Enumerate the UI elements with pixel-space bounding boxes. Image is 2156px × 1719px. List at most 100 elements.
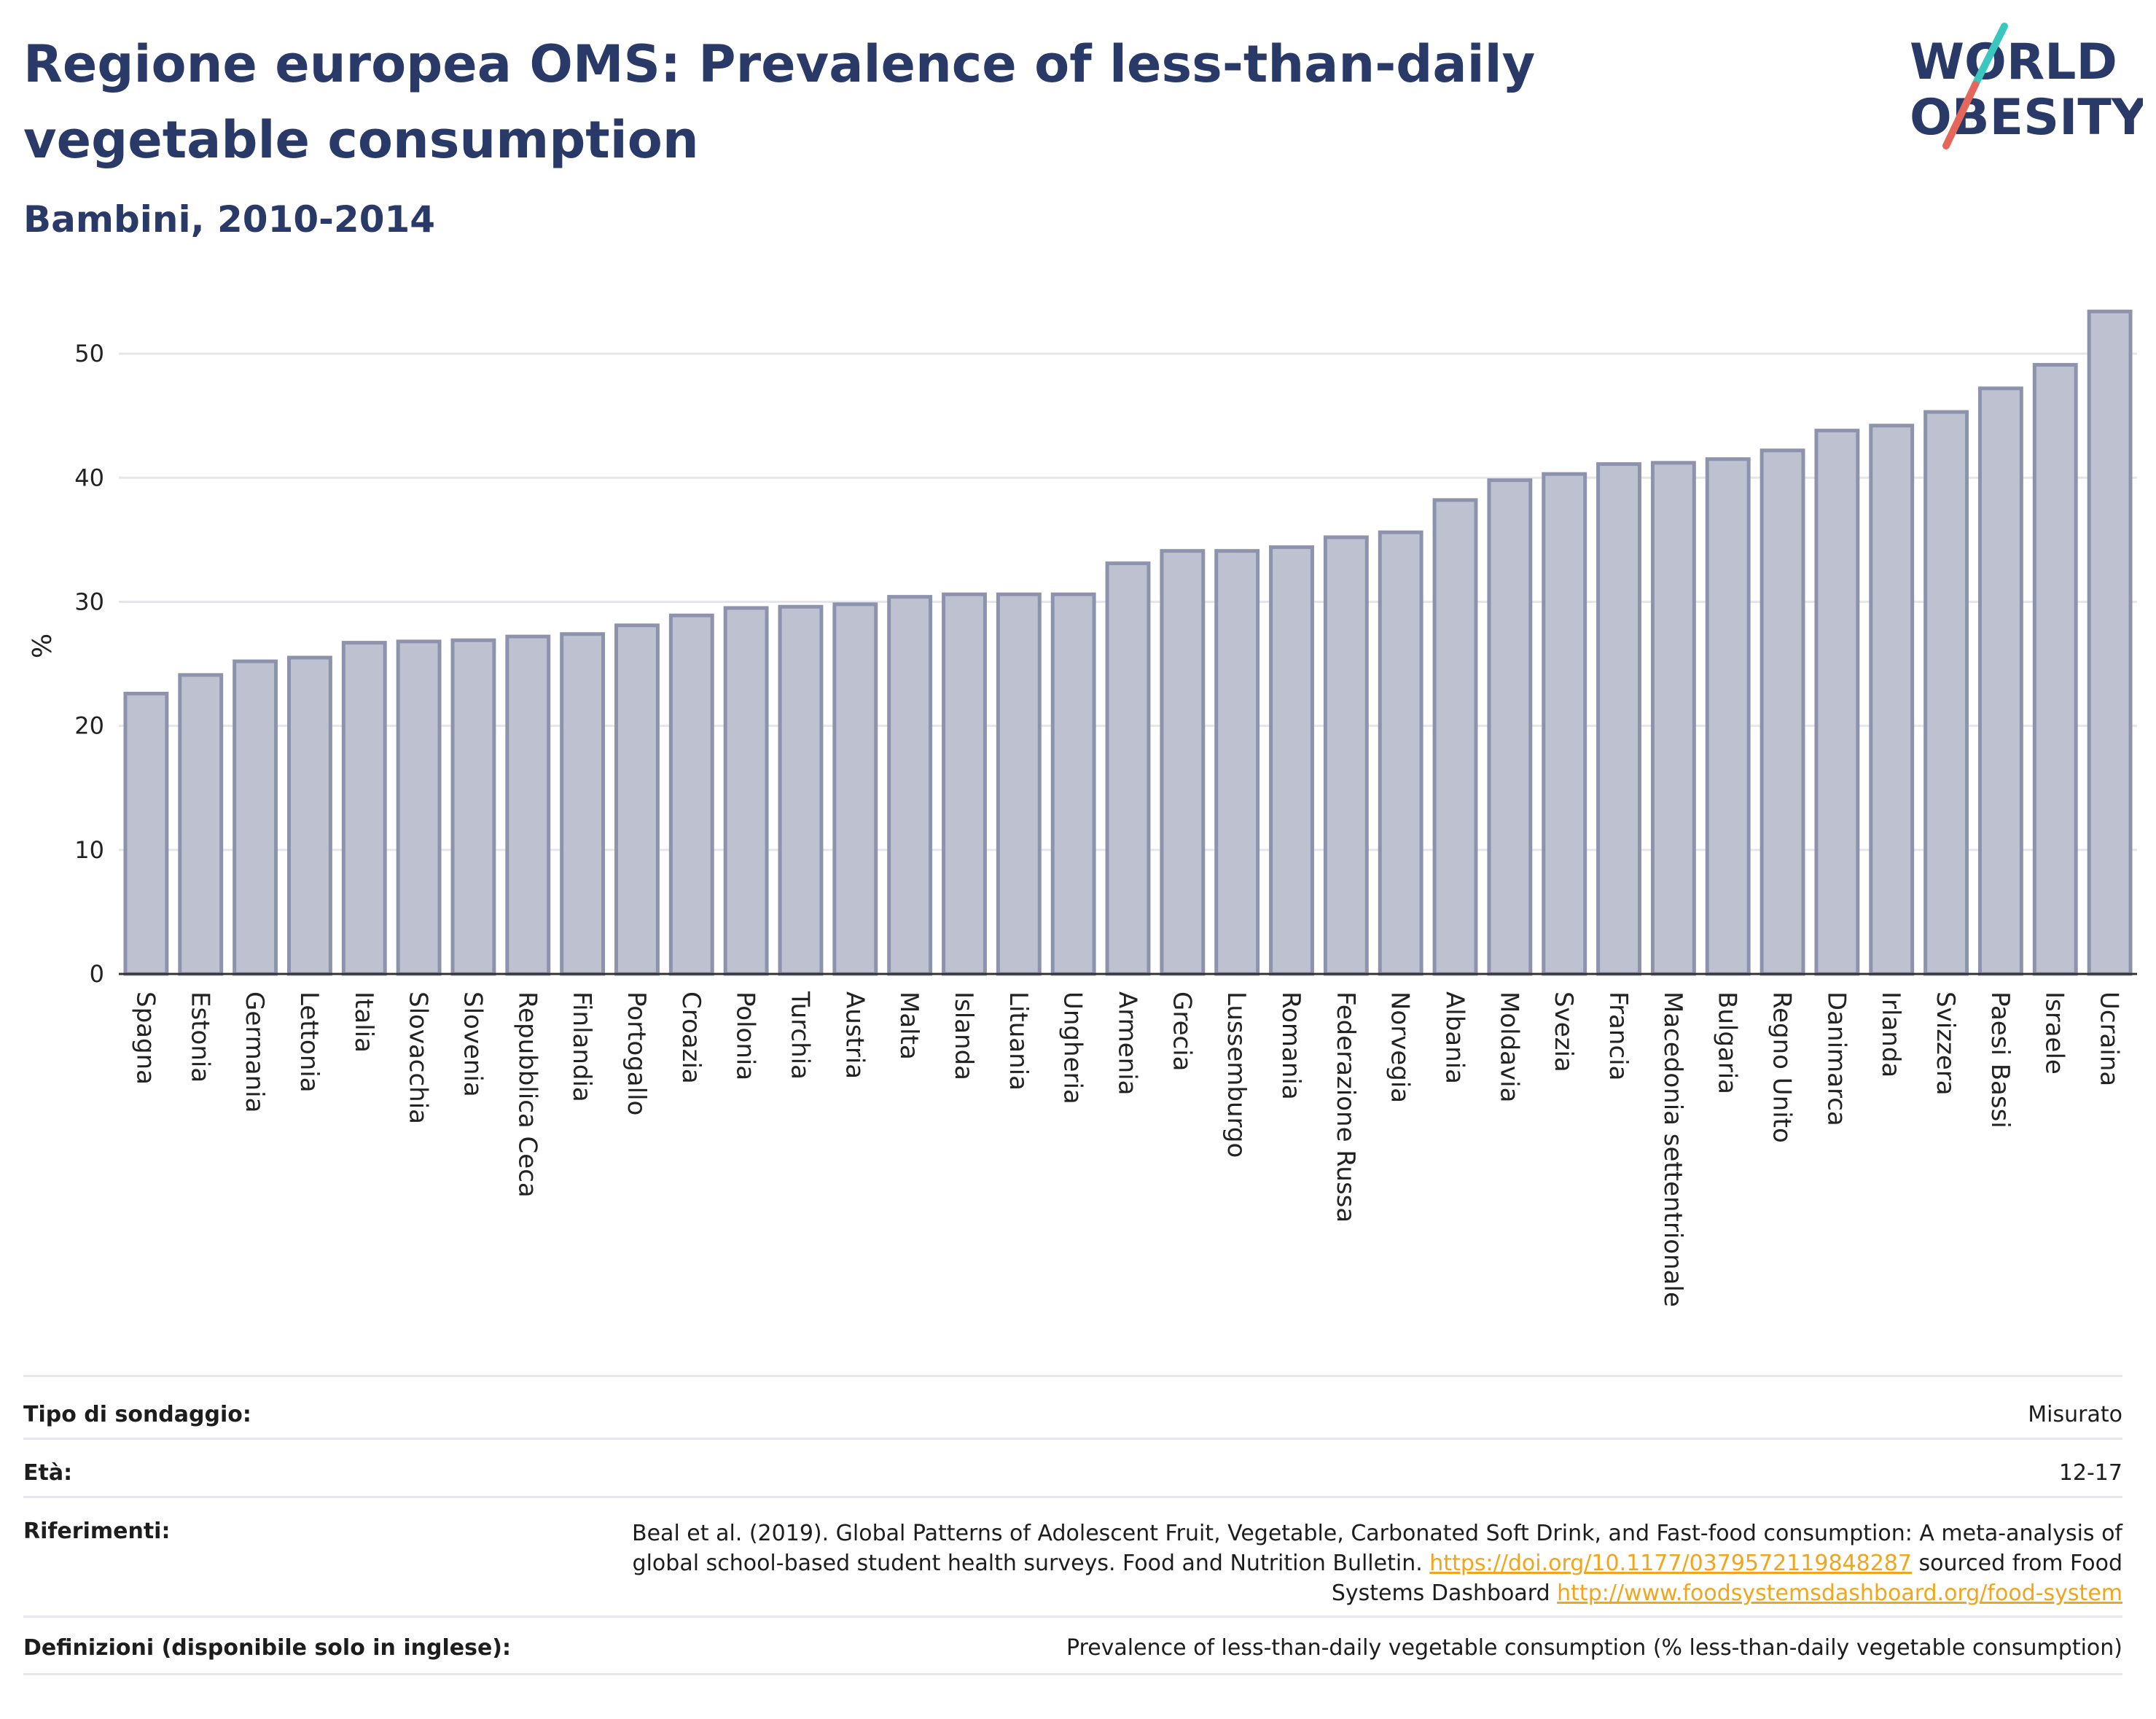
bar	[1105, 561, 1151, 976]
x-tick-label: Germania	[240, 991, 269, 1112]
x-tick-label: Svezia	[1549, 991, 1578, 1072]
bar	[1705, 457, 1751, 976]
x-tick-label: Norvegia	[1386, 991, 1415, 1103]
x-tick-label: Croazia	[676, 991, 706, 1084]
bar	[178, 673, 224, 976]
survey-type-label: Tipo di sondaggio:	[23, 1402, 251, 1427]
x-tick-label: Moldavia	[1494, 991, 1523, 1102]
info-row-age: Età: 12-17	[23, 1438, 2122, 1496]
x-tick-label: Regno Unito	[1768, 991, 1797, 1143]
x-tick-label: Bulgaria	[1713, 991, 1742, 1094]
bar	[1214, 549, 1260, 976]
y-tick-label: 20	[74, 712, 104, 740]
x-tick-label: Israele	[2040, 991, 2069, 1075]
x-tick-label: Lettonia	[294, 991, 324, 1093]
bar	[778, 604, 824, 976]
x-tick-label: Turchia	[785, 991, 814, 1080]
x-tick-label: Polonia	[731, 991, 760, 1080]
y-tick-label: 30	[74, 588, 104, 615]
doi-link[interactable]: https://doi.org/10.1177/0379572119848287	[1429, 1551, 1912, 1576]
x-tick-label: Paesi Bassi	[1985, 991, 2015, 1129]
references-text-1: Beal et al. (2019). Global Patterns of A…	[632, 1521, 2122, 1576]
x-tick-label: Austria	[840, 991, 869, 1079]
y-tick-label: 0	[90, 960, 104, 988]
bar	[1814, 429, 1860, 976]
logo-accent-teal	[1972, 23, 2008, 88]
bar	[614, 623, 660, 976]
bar	[123, 691, 169, 976]
x-tick-label: Lussemburgo	[1222, 991, 1251, 1158]
x-tick-label: Malta	[894, 991, 923, 1060]
references-value: Beal et al. (2019). Global Patterns of A…	[563, 1519, 2122, 1608]
bar	[996, 592, 1042, 976]
chart-title: Regione europea OMS: Prevalence of less-…	[23, 34, 1536, 170]
bar	[396, 639, 442, 976]
y-tick-label: 50	[74, 340, 104, 367]
x-tick-label: Grecia	[1167, 991, 1196, 1071]
x-tick-label: Slovenia	[458, 991, 487, 1097]
logo-line1: WORLD	[1910, 34, 2117, 91]
bar	[1269, 545, 1314, 976]
bar	[1869, 424, 1915, 976]
bar	[450, 638, 496, 976]
bar	[1759, 448, 1805, 976]
age-label: Età:	[23, 1460, 73, 1486]
survey-type-value: Misurato	[2028, 1402, 2122, 1427]
x-tick-label: Italia	[349, 991, 378, 1053]
bar	[668, 613, 714, 976]
bar	[1323, 535, 1369, 976]
x-tick-label: Romania	[1276, 991, 1305, 1100]
dashboard-link[interactable]: http://www.foodsystemsdashboard.org/food…	[1557, 1580, 2122, 1606]
bar	[1487, 478, 1533, 976]
bar	[1596, 462, 1641, 976]
age-value: 12-17	[2058, 1460, 2122, 1486]
bar	[1378, 530, 1423, 976]
info-table: Tipo di sondaggio: Misurato Età: 12-17 R…	[23, 1375, 2122, 1675]
x-tick-label: Portogallo	[622, 991, 651, 1115]
bar	[1050, 592, 1096, 976]
x-tick-label: Albania	[1440, 991, 1469, 1084]
x-tick-label: Macedonia settentrionale	[1658, 991, 1687, 1307]
x-tick-label: Francia	[1604, 991, 1633, 1080]
x-tick-label: Islanda	[949, 991, 978, 1080]
bar	[1923, 410, 1969, 976]
x-tick-label: Federazione Russa	[1331, 991, 1360, 1223]
bar	[233, 659, 278, 976]
x-tick-label: Svizzera	[1931, 991, 1960, 1096]
bar	[723, 606, 769, 976]
bar	[942, 592, 987, 976]
bar	[2087, 309, 2133, 976]
x-tick-label: Irlanda	[1876, 991, 1905, 1077]
info-row-survey-type: Tipo di sondaggio: Misurato	[23, 1375, 2122, 1438]
x-tick-label: Spagna	[130, 991, 160, 1085]
bar-chart: 0 10 20 30 40 50% Spagna Estonia Germania Lettoni…	[28, 309, 2137, 1307]
info-row-references: Riferimenti: Beal et al. (2019). Global …	[23, 1496, 2122, 1615]
references-label: Riferimenti:	[23, 1519, 171, 1544]
x-tick-label: Danimarca	[1821, 991, 1851, 1126]
x-tick-label: Ungheria	[1058, 991, 1087, 1104]
bar	[2032, 362, 2078, 976]
bar	[1977, 386, 2023, 976]
bar	[1650, 461, 1696, 976]
x-tick-label: Estonia	[185, 991, 214, 1083]
definitions-label: Definizioni (disponibile solo in inglese…	[23, 1635, 511, 1661]
references-text-2: sourced from Food Systems Dashboard	[1331, 1551, 2122, 1606]
x-tick-label: Armenia	[1113, 991, 1142, 1096]
logo-accent-red	[1942, 81, 1979, 149]
info-row-definitions: Definizioni (disponibile solo in inglese…	[23, 1615, 2122, 1675]
bar	[341, 641, 387, 976]
x-tick-label: Finlandia	[567, 991, 596, 1102]
x-tick-label: Repubblica Ceca	[512, 991, 542, 1198]
bar	[286, 655, 332, 976]
world-obesity-logo: WORLD OBESITY	[1910, 23, 2143, 149]
bar	[505, 634, 551, 976]
bar	[1432, 498, 1478, 976]
chart-subtitle: Bambini, 2010-2014	[23, 198, 436, 241]
y-axis-label: %	[28, 634, 58, 658]
y-tick-label: 40	[74, 464, 104, 491]
bar	[1542, 472, 1587, 976]
x-tick-label: Lituania	[1004, 991, 1033, 1091]
definitions-value: Prevalence of less-than-daily vegetable …	[1066, 1635, 2122, 1661]
bar	[560, 632, 606, 976]
bar	[887, 595, 933, 976]
